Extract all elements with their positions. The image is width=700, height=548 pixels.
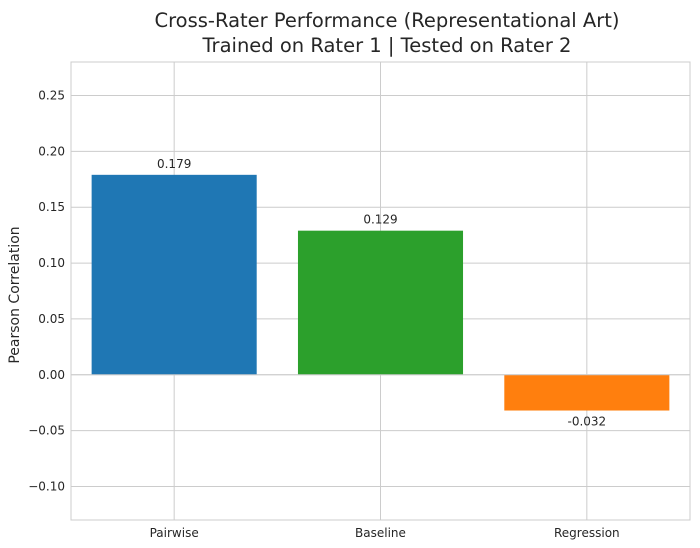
y-tick-label: 0.15 bbox=[38, 200, 65, 214]
data-label-baseline: 0.129 bbox=[363, 213, 397, 227]
y-tick-label: −0.10 bbox=[28, 479, 65, 493]
y-axis-ticks: −0.10 −0.05 0.00 0.05 0.10 0.15 0.20 0.25 bbox=[28, 89, 65, 494]
y-tick-label: 0.20 bbox=[38, 144, 65, 158]
plot-area: 0.179 0.129 -0.032 bbox=[70, 61, 691, 521]
y-tick-label: 0.00 bbox=[38, 368, 65, 382]
x-tick-label: Pairwise bbox=[150, 526, 199, 540]
chart-subtitle: Trained on Rater 1 | Tested on Rater 2 bbox=[202, 34, 572, 57]
y-tick-label: −0.05 bbox=[28, 424, 65, 438]
data-label-pairwise: 0.179 bbox=[157, 157, 191, 171]
y-tick-label: 0.25 bbox=[38, 89, 65, 103]
plot-frame bbox=[70, 61, 691, 521]
y-axis-label: Pearson Correlation bbox=[7, 226, 23, 363]
chart-title: Cross-Rater Performance (Representationa… bbox=[154, 9, 619, 32]
bar-pairwise bbox=[91, 174, 257, 375]
x-tick-label: Regression bbox=[554, 526, 620, 540]
x-tick-label: Baseline bbox=[355, 526, 406, 540]
y-tick-label: 0.05 bbox=[38, 312, 65, 326]
bar-baseline bbox=[297, 230, 464, 375]
bar-regression bbox=[504, 374, 670, 411]
y-tick-label: 0.10 bbox=[38, 256, 65, 270]
data-label-regression: -0.032 bbox=[567, 415, 606, 429]
bars bbox=[91, 174, 670, 411]
x-axis-ticks: Pairwise Baseline Regression bbox=[150, 526, 620, 540]
data-labels: 0.179 0.129 -0.032 bbox=[157, 157, 606, 429]
